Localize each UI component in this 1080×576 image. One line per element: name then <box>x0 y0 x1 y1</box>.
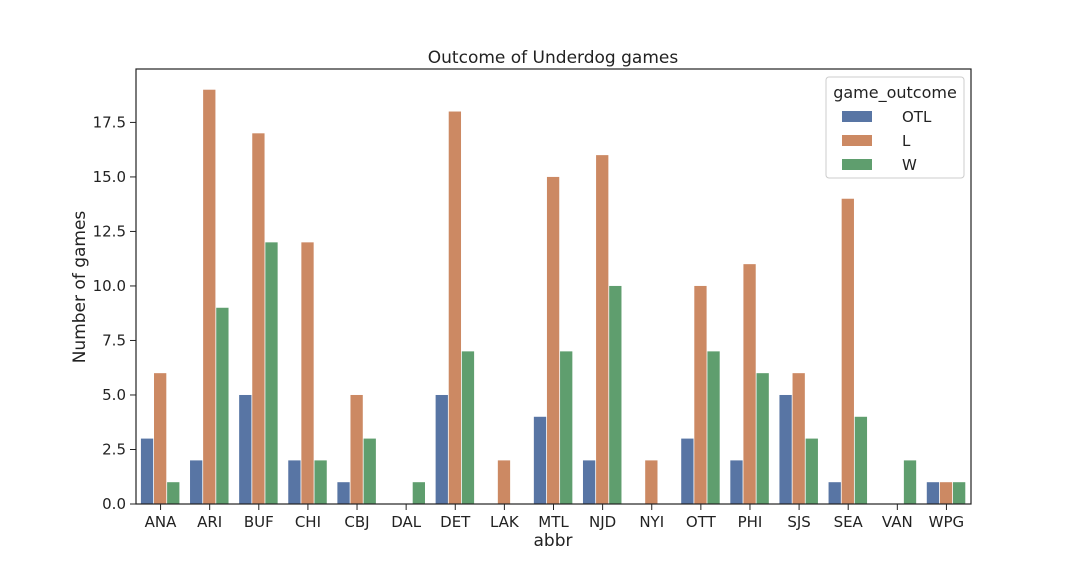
bar-mtl-l <box>546 176 560 504</box>
x-tick-label-dal: DAL <box>391 513 422 531</box>
x-tick-label-njd: NJD <box>589 513 616 531</box>
y-axis-ticks: 0.0 2.5 5.0 7.5 10.0 12.5 15.0 17.5 <box>93 113 136 513</box>
legend-label-w: W <box>902 156 917 174</box>
x-tick-label-ari: ARI <box>197 513 222 531</box>
legend-title: game_outcome <box>833 83 957 103</box>
bar-wpg-l <box>939 482 953 504</box>
bar-buf-otl <box>239 394 252 504</box>
legend-swatch-l <box>842 135 872 146</box>
bar-det-otl <box>435 394 448 504</box>
x-tick-label-chi: CHI <box>295 513 321 531</box>
bar-cbj-l <box>350 394 363 504</box>
bar-ana-l <box>154 373 167 504</box>
x-tick-label-sea: SEA <box>834 513 864 531</box>
legend-box <box>825 76 965 179</box>
y-axis-label: Number of games <box>70 211 90 364</box>
bar-phi-w <box>756 373 769 504</box>
bar-mtl-w <box>560 351 573 504</box>
bar-njd-l <box>596 155 609 504</box>
x-tick-label-van: VAN <box>882 513 913 531</box>
bar-ari-l <box>203 89 216 505</box>
y-tick-label: 12.5 <box>93 222 126 240</box>
bar-det-w <box>461 351 475 504</box>
x-tick-label-det: DET <box>440 513 471 531</box>
bar-ott-otl <box>681 438 694 504</box>
bar-ari-w <box>216 307 229 504</box>
legend-swatch-otl <box>842 111 872 122</box>
bar-sea-otl <box>828 482 841 504</box>
bar-dal-w <box>412 482 425 504</box>
bar-phi-otl <box>730 460 743 504</box>
plot-frame <box>135 68 972 505</box>
bar-van-w <box>903 460 917 504</box>
legend: game_outcome OTL LW <box>825 76 965 179</box>
bar-mtl-otl <box>533 416 547 504</box>
bar-buf-w <box>265 242 278 504</box>
bar-chi-l <box>301 242 314 504</box>
bar-chi-w <box>314 460 327 504</box>
bar-ott-l <box>694 285 707 504</box>
y-tick-label: 15.0 <box>93 168 126 186</box>
bar-wpg-otl <box>926 482 940 504</box>
x-tick-label-mtl: MTL <box>538 513 569 531</box>
x-tick-label-nyi: NYI <box>639 513 664 531</box>
bar-wpg-w <box>952 482 966 504</box>
bar-cbj-otl <box>337 482 350 504</box>
x-tick-label-sjs: SJS <box>787 513 810 531</box>
bar-ari-otl <box>190 460 203 504</box>
x-tick-label-buf: BUF <box>244 513 274 531</box>
y-tick-label: 2.5 <box>102 440 126 458</box>
x-tick-label-phi: PHI <box>738 513 763 531</box>
legend-label-otl: OTL <box>902 108 932 126</box>
bar-buf-l <box>252 133 265 504</box>
legend-swatch-w <box>842 159 872 170</box>
bar-sjs-l <box>792 373 805 504</box>
bar-ana-w <box>167 482 180 504</box>
x-tick-label-ott: OTT <box>686 513 717 531</box>
x-axis-ticks: ANA ARI BUF CHI CBJ DAL DET LAK MTL NJD NYI OTT PHI S… <box>145 504 965 531</box>
bar-njd-w <box>609 285 622 504</box>
x-tick-label-lak: LAK <box>490 513 520 531</box>
x-tick-label-wpg: WPG <box>929 513 965 531</box>
bar-phi-l <box>743 264 756 504</box>
bar-ott-w <box>707 351 720 504</box>
y-tick-label: 0.0 <box>102 495 126 513</box>
bar-sea-w <box>854 416 868 504</box>
bar-nyi-l <box>645 460 658 504</box>
y-tick-label: 7.5 <box>102 331 126 349</box>
bar-cbj-w <box>363 438 376 504</box>
x-axis-label: abbr <box>534 531 573 551</box>
bar-sjs-w <box>805 438 818 504</box>
bar-ana-otl <box>140 438 154 504</box>
y-tick-label: 5.0 <box>102 386 126 404</box>
bar-sjs-otl <box>779 394 792 504</box>
y-tick-label: 10.0 <box>93 277 126 295</box>
x-tick-label-ana: ANA <box>145 513 177 531</box>
bar-lak-l <box>497 460 511 504</box>
bar-njd-otl <box>582 460 596 504</box>
bar-det-l <box>448 111 462 505</box>
x-tick-label-cbj: CBJ <box>344 513 369 531</box>
chart-title: Outcome of Underdog games <box>428 48 679 68</box>
bars-group <box>140 89 966 505</box>
y-tick-label: 17.5 <box>93 113 126 131</box>
bar-chi-otl <box>288 460 301 504</box>
bar-sea-l <box>841 198 854 505</box>
legend-label-l: L <box>902 132 911 150</box>
